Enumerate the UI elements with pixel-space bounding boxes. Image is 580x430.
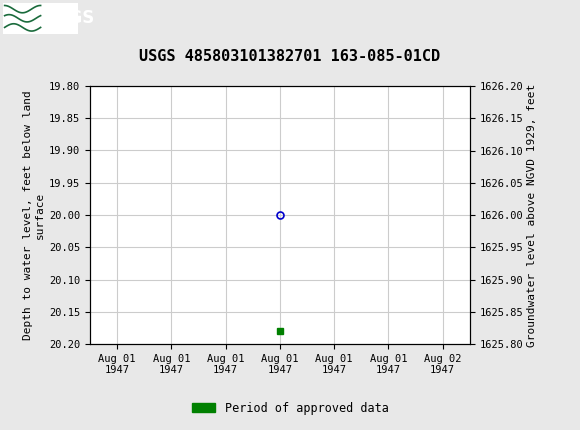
Text: USGS 485803101382701 163-085-01CD: USGS 485803101382701 163-085-01CD — [139, 49, 441, 64]
Legend: Period of approved data: Period of approved data — [187, 397, 393, 420]
Text: USGS: USGS — [44, 9, 95, 27]
Y-axis label: Depth to water level, feet below land
surface: Depth to water level, feet below land su… — [23, 90, 45, 340]
Y-axis label: Groundwater level above NGVD 1929, feet: Groundwater level above NGVD 1929, feet — [527, 83, 538, 347]
Bar — [3, 3, 78, 34]
